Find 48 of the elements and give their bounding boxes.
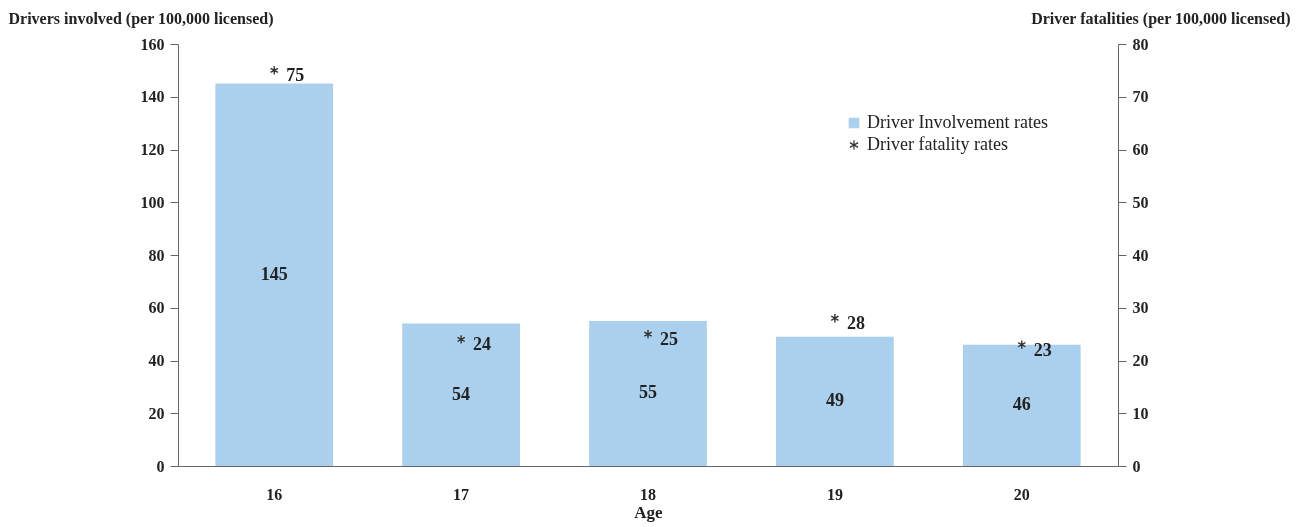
data-label: 49 xyxy=(825,390,844,411)
data-label: 54 xyxy=(452,383,471,404)
y2-tick-label: 60 xyxy=(1132,141,1149,158)
data-label: 145 xyxy=(260,263,288,284)
data-label: 28 xyxy=(846,313,865,334)
point xyxy=(456,334,466,345)
bar xyxy=(962,344,1081,466)
y2-tick-label: 80 xyxy=(1132,35,1149,53)
x-tick-label: 16 xyxy=(266,485,283,503)
y-tick-label: 100 xyxy=(140,193,165,211)
x-tick-label: 19 xyxy=(826,485,843,503)
data-label: 23 xyxy=(1033,339,1052,360)
x-tick-label: 17 xyxy=(453,485,470,503)
bar xyxy=(215,83,334,466)
y2-tick-label: 10 xyxy=(1132,404,1149,422)
legend-label: Driver fatality rates xyxy=(867,134,1008,154)
y-tick-label: 120 xyxy=(140,141,165,158)
y-tick-label: 0 xyxy=(156,457,165,475)
data-label: 24 xyxy=(473,334,492,355)
y-tick-label: 160 xyxy=(140,35,165,53)
point xyxy=(643,329,653,340)
point xyxy=(830,313,840,324)
y-axis-title: Drivers involved (per 100,000 licensed) xyxy=(8,9,274,28)
data-label: 46 xyxy=(1012,394,1031,415)
y-tick-label: 80 xyxy=(148,246,165,264)
y2-tick-label: 50 xyxy=(1132,193,1149,211)
y2-tick-label: 70 xyxy=(1132,88,1149,106)
y-tick-label: 20 xyxy=(148,404,165,422)
bar xyxy=(402,323,520,466)
data-label: 75 xyxy=(286,65,305,86)
y-tick-label: 40 xyxy=(148,352,165,369)
data-label: 55 xyxy=(639,382,657,403)
y2-tick-label: 20 xyxy=(1132,352,1149,369)
data-label: 25 xyxy=(660,329,678,350)
y-tick-label: 60 xyxy=(148,299,165,317)
x-tick-label: 20 xyxy=(1013,485,1030,503)
legend-label: Driver Involvement rates xyxy=(867,112,1048,132)
y2-axis-title: Driver fatalities (per 100,000 licensed) xyxy=(1031,9,1291,28)
bar xyxy=(589,320,707,466)
y2-tick-label: 0 xyxy=(1132,457,1141,475)
point xyxy=(269,65,279,76)
x-axis-title: Age xyxy=(634,502,664,522)
y-tick-label: 140 xyxy=(140,88,165,106)
x-tick-label: 18 xyxy=(640,485,656,503)
y2-tick-label: 40 xyxy=(1132,246,1149,264)
point xyxy=(1017,339,1027,350)
y2-tick-label: 30 xyxy=(1132,299,1149,317)
bar xyxy=(776,336,894,466)
